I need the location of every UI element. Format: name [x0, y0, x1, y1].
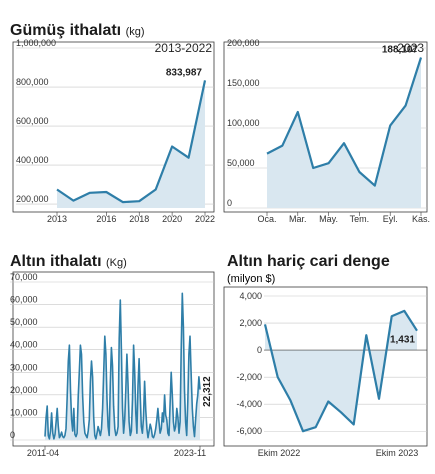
- gold-xtick-label: 2011-04: [27, 448, 59, 458]
- silver2023-ytick-label: 0: [227, 198, 232, 208]
- silver2023-ytick-label: 150,000: [227, 78, 260, 88]
- balance-subtitle: (milyon $): [227, 273, 275, 285]
- gold-ytick-label: 70,000: [10, 272, 38, 282]
- gold-title-unit: (Kg): [106, 257, 127, 269]
- balance-ytick-label: 0: [257, 345, 262, 355]
- silver2023-ytick-label: 200,000: [227, 38, 260, 48]
- gold-import-panel: Altın ithalatı (Kg) 70,000 60,000 50,000 40…: [10, 253, 214, 458]
- gold-title: Altın ithalatı (Kg): [10, 253, 127, 270]
- balance-ytick-label: -2,000: [236, 372, 262, 382]
- balance-plot: 4,000 2,000 -2,000 -4,000 -6,000 0 Ekim 2022 Ek…: [236, 291, 427, 458]
- silver2023-last-value-label: 188,107: [382, 45, 419, 56]
- balance-ytick-label: 4,000: [239, 291, 262, 301]
- silver-2023-panel: 2023 200,000150,000100,00050,0000Oca.Mar…: [224, 38, 430, 224]
- silver2013-ytick-label: 400,000: [16, 155, 49, 165]
- silver2013-last-value-label: 833,987: [166, 67, 203, 78]
- gold-ytick-label: 50,000: [10, 317, 38, 327]
- balance-ytick-label: 2,000: [239, 318, 262, 328]
- gold-plot: 70,000 60,000 50,000 40,000 30,000 20,000 10,0…: [10, 272, 214, 458]
- silver-title-unit: (kg): [126, 26, 145, 38]
- balance-last-value-label: 1,431: [390, 335, 415, 346]
- silver-title-text: Gümüş ithalatı: [10, 22, 121, 39]
- silver-2013-plot: 1,000,000800,000600,000400,000200,000201…: [16, 38, 215, 224]
- silver2013-ytick-label: 1,000,000: [16, 38, 56, 48]
- silver2023-ytick-label: 100,000: [227, 118, 260, 128]
- silver-2013-2022-panel: Gümüş ithalatı (kg) 2013-2022 1,000,0008…: [10, 22, 215, 224]
- gold-ytick-label: 10,000: [10, 407, 38, 417]
- silver2023-area-fill: [267, 58, 421, 209]
- gold-ytick-label: 60,000: [10, 295, 38, 305]
- silver2013-ytick-label: 600,000: [16, 116, 49, 126]
- gold-ytick-label: 40,000: [10, 340, 38, 350]
- balance-ytick-label: -6,000: [236, 426, 262, 436]
- gold-ytick-label: 0: [10, 430, 15, 440]
- balance-title: Altın hariç cari denge: [227, 253, 390, 270]
- silver2013-ytick-label: 200,000: [16, 194, 49, 204]
- silver2013-ytick-label: 800,000: [16, 77, 49, 87]
- silver2023-ytick-label: 50,000: [227, 158, 255, 168]
- gold-ytick-label: 20,000: [10, 385, 38, 395]
- gold-ytick-label: 30,000: [10, 362, 38, 372]
- gold-xtick-label: 2023-11: [174, 448, 206, 458]
- balance-xtick-label: Ekim 2023: [376, 448, 419, 458]
- silver2013-area-fill: [57, 80, 205, 208]
- balance-ytick-label: -4,000: [236, 399, 262, 409]
- gold-last-value-label: 22,312: [202, 376, 213, 407]
- balance-xtick-label: Ekim 2022: [258, 448, 301, 458]
- gold-title-text: Altın ithalatı: [10, 253, 102, 270]
- balance-panel: Altın hariç cari denge (milyon $) 4,000 2…: [224, 253, 427, 458]
- silver-title: Gümüş ithalatı (kg): [10, 22, 145, 39]
- silver-2023-plot: 200,000150,000100,00050,0000Oca.Mar.May.…: [227, 38, 430, 224]
